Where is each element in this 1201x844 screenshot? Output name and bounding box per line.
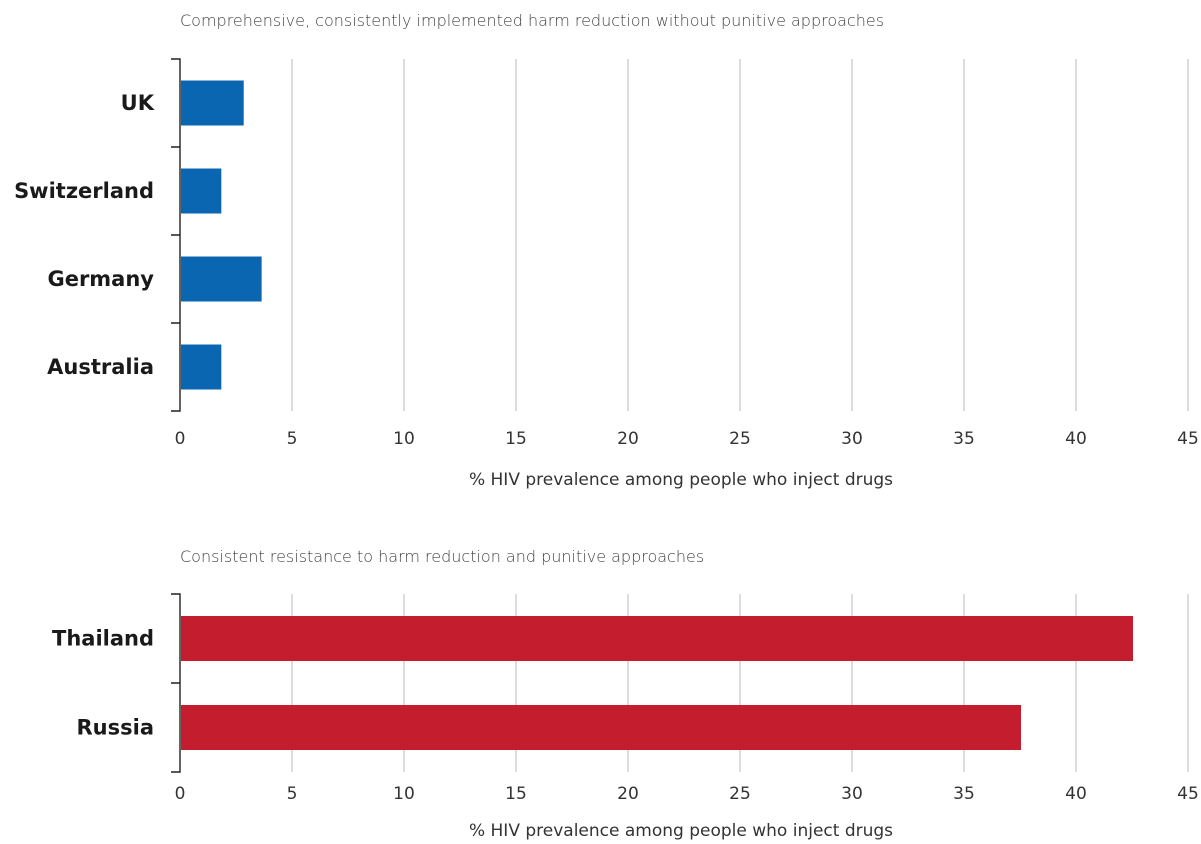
x-tick-label: 0 (175, 784, 186, 804)
chart-title: Consistent resistance to harm reduction … (180, 547, 704, 566)
x-tick-label: 20 (617, 429, 639, 449)
category-label: Germany (47, 267, 154, 291)
category-label: Switzerland (14, 179, 154, 203)
bar-russia (181, 705, 1021, 750)
x-tick-label: 10 (393, 784, 415, 804)
category-label: Australia (47, 355, 154, 379)
category-label: Russia (77, 716, 155, 740)
x-tick-label: 35 (953, 784, 975, 804)
category-label: UK (121, 91, 155, 115)
x-tick-label: 45 (1177, 429, 1199, 449)
bar-germany (181, 256, 262, 302)
x-tick-label: 30 (841, 429, 863, 449)
bar-australia (181, 344, 222, 390)
x-tick-label: 25 (729, 429, 751, 449)
x-tick-label: 40 (1065, 784, 1087, 804)
x-tick-label: 10 (393, 429, 415, 449)
x-tick-label: 40 (1065, 429, 1087, 449)
bar-thailand (181, 616, 1133, 661)
x-tick-label: 0 (175, 429, 186, 449)
x-tick-label: 45 (1177, 784, 1199, 804)
bar-switzerland (181, 168, 222, 214)
x-tick-label: 20 (617, 784, 639, 804)
x-tick-label: 25 (729, 784, 751, 804)
x-tick-label: 15 (505, 429, 527, 449)
x-axis-label: % HIV prevalence among people who inject… (469, 821, 893, 841)
x-tick-label: 5 (287, 784, 298, 804)
bar-uk (181, 80, 244, 126)
x-tick-label: 5 (287, 429, 298, 449)
chart-title: Comprehensive, consistently implemented … (180, 11, 884, 30)
y-axis (171, 593, 181, 773)
x-tick-label: 35 (953, 429, 975, 449)
chart-panel-punitive: Consistent resistance to harm reduction … (52, 547, 1199, 841)
x-tick-label: 30 (841, 784, 863, 804)
chart-panel-harm-reduction: Comprehensive, consistently implemented … (14, 11, 1199, 490)
x-axis-label: % HIV prevalence among people who inject… (469, 470, 893, 490)
y-axis (171, 58, 181, 412)
x-tick-label: 15 (505, 784, 527, 804)
category-label: Thailand (52, 627, 154, 651)
